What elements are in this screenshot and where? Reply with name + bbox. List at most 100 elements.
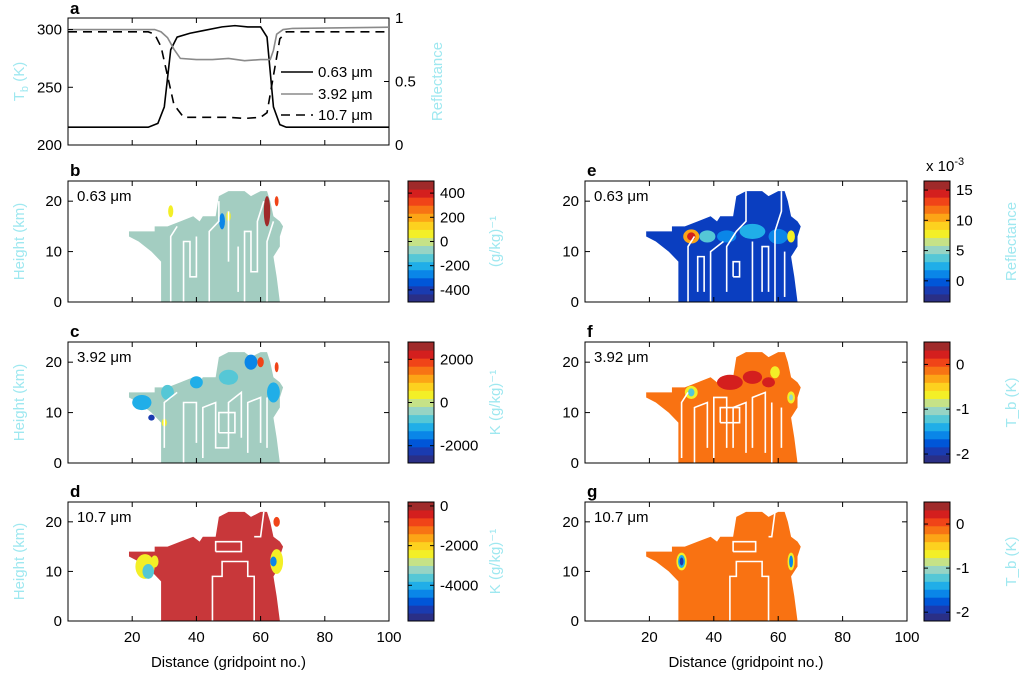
colorbar-tick-label: -2000: [440, 438, 478, 455]
colorbar-tick-label: 0: [956, 516, 964, 533]
contour-line: [696, 255, 705, 292]
contour-blob: [267, 382, 280, 403]
colorbar-tick-label: -1: [956, 401, 969, 418]
y-tick-label: 10: [45, 244, 62, 261]
plot-area: [646, 352, 801, 463]
y-axis-label-sub: b: [19, 86, 31, 92]
colorbar-tick-label: -4000: [440, 577, 478, 594]
y-axis-label-unit: (K): [11, 62, 28, 86]
colorbar-band: [924, 581, 950, 590]
y-tick-label: 0: [54, 613, 62, 630]
colorbar-band: [924, 454, 950, 464]
series-line-0: [68, 24, 389, 129]
contour-blob: [789, 394, 794, 401]
colorbar-band: [408, 605, 434, 614]
inset-label: 3.92 μm: [594, 349, 649, 366]
y-tick-label: 0: [571, 455, 579, 472]
colorbar-frame: [923, 501, 951, 622]
colorbar-band: [408, 613, 434, 622]
y2-tick-label: 0: [395, 137, 403, 154]
series-line-1: [68, 26, 390, 62]
contour-line: [169, 225, 178, 302]
colorbar-band: [408, 565, 434, 574]
contour-line: [163, 391, 178, 448]
contour-line: [725, 191, 747, 292]
colorbar-band: [924, 414, 950, 424]
colorbar-band: [924, 213, 950, 222]
contour-blob: [263, 196, 271, 227]
colorbar-band: [408, 237, 434, 247]
panel-d: 0 10 20 20 40 60 80 100 Distance (gridpoint no.)…: [11, 482, 504, 671]
y-tick-label: 250: [37, 79, 62, 96]
panel-b: 0 10 20 b 0.63 μm Height (km) 400 200 0 -200 -400 (…: [11, 161, 504, 311]
y-tick-label: 10: [562, 405, 579, 422]
contour-line: [243, 200, 265, 302]
contour-line: [768, 511, 776, 538]
colorbar-band: [924, 422, 950, 432]
colorbar-tick-label: 0: [440, 395, 448, 412]
colorbar-band: [924, 205, 950, 214]
colorbar-band: [924, 261, 950, 271]
colorbar-band: [924, 517, 950, 527]
y2-tick-label: 1: [395, 10, 403, 27]
legend-label: 0.63 μm: [318, 64, 373, 81]
colorbar-band: [924, 390, 950, 399]
colorbar-band: [408, 261, 434, 271]
panel-letter: f: [587, 322, 593, 341]
contour-line: [687, 236, 696, 302]
colorbar-band: [408, 181, 434, 190]
colorbar-band: [408, 446, 434, 456]
colorbar-band: [924, 350, 950, 359]
contour-blob: [274, 196, 279, 207]
contour-blob: [150, 555, 159, 568]
contour-line: [680, 391, 689, 458]
y-tick-label: 0: [54, 455, 62, 472]
colorbar-band: [408, 197, 434, 206]
contour-blob: [132, 394, 152, 411]
panel-a: 200 250 300 0 0.5 1 a Tb (K) Reflectance 0.63 μm 3…: [11, 0, 446, 154]
legend-label: 3.92 μm: [318, 86, 373, 103]
contour-line: [246, 396, 262, 453]
colorbar-tick-label: -1: [956, 560, 969, 577]
plot-frame: [67, 501, 390, 622]
plot-frame: [67, 17, 390, 146]
colorbar-band: [408, 189, 434, 198]
contour-line: [202, 390, 243, 458]
cloud-field: [646, 191, 801, 302]
colorbar-band: [408, 269, 434, 279]
colorbar-band: [924, 549, 950, 559]
y-tick-label: 20: [562, 354, 579, 371]
x-tick-label: 40: [705, 629, 722, 646]
y-axis-label: Tb (K): [11, 62, 31, 101]
panel-letter: g: [587, 482, 597, 501]
colorbar-exponent: x 10-3: [926, 156, 964, 175]
x-tick-label: 100: [376, 629, 401, 646]
colorbar-band: [924, 573, 950, 582]
contour-line: [214, 540, 243, 553]
contour-line: [218, 411, 236, 434]
y-axis-label: Height (km): [11, 364, 28, 442]
colorbar-band: [408, 293, 434, 303]
y-axis-label: Height (km): [11, 523, 28, 601]
colorbar-band: [924, 565, 950, 574]
colorbar-tick-label: 10: [956, 212, 973, 229]
cloud-field: [646, 511, 801, 621]
contour-blob: [142, 563, 155, 579]
colorbar-band: [924, 430, 950, 440]
colorbar-band: [408, 422, 434, 432]
colorbar-band: [408, 533, 434, 543]
colorbar-band: [408, 589, 434, 598]
contour-blob: [270, 556, 277, 567]
colorbar-band: [408, 277, 434, 287]
colorbar-band: [408, 390, 434, 399]
colorbar-label: Reflectance: [1003, 202, 1020, 281]
inset-label: 10.7 μm: [594, 509, 649, 526]
y-tick-label: 10: [45, 563, 62, 580]
colorbar-band: [924, 589, 950, 598]
panel-letter: c: [70, 322, 79, 341]
colorbar-band: [408, 366, 434, 375]
contour-line: [211, 560, 255, 621]
colorbar-band: [924, 533, 950, 543]
inset-label: 0.63 μm: [594, 188, 649, 205]
colorbar-band: [924, 277, 950, 287]
